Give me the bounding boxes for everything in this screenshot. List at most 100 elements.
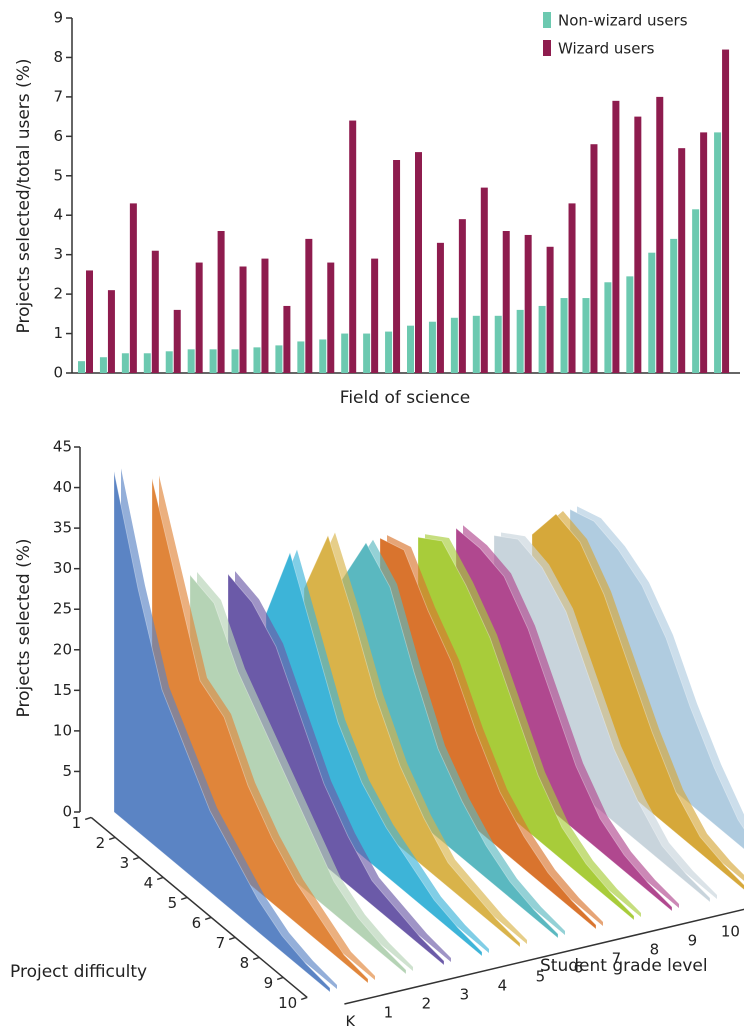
bar bbox=[722, 49, 730, 374]
y-tick-label: 7 bbox=[53, 87, 63, 105]
x-tick bbox=[132, 856, 140, 861]
bar bbox=[670, 238, 678, 373]
bar bbox=[143, 353, 151, 373]
x-tick-label: 4 bbox=[144, 874, 154, 892]
bar bbox=[450, 317, 458, 373]
bar bbox=[253, 347, 261, 373]
bar bbox=[385, 331, 393, 373]
bar bbox=[568, 203, 576, 373]
y-tick-label: 0 bbox=[62, 803, 72, 821]
bar bbox=[393, 160, 401, 373]
z-tick-label: 2 bbox=[422, 995, 432, 1013]
x-tick-label: 10 bbox=[278, 994, 297, 1012]
bar bbox=[86, 270, 93, 373]
bar bbox=[231, 349, 239, 373]
z-tick-label: 7 bbox=[612, 950, 622, 968]
bar bbox=[349, 120, 357, 373]
bar bbox=[480, 187, 488, 373]
y-tick-label: 30 bbox=[53, 559, 72, 577]
y-tick-label: 25 bbox=[53, 600, 72, 618]
bar bbox=[319, 339, 327, 373]
ribbon-chart: Projects selected (%) Project difficulty… bbox=[10, 438, 744, 1026]
y-tick-label: 9 bbox=[53, 9, 63, 27]
y-tick-label: 4 bbox=[53, 206, 63, 224]
bar bbox=[363, 333, 371, 373]
bar bbox=[612, 100, 620, 373]
x-axis-label: Project difficulty bbox=[10, 962, 147, 982]
bar bbox=[415, 152, 422, 373]
bar bbox=[582, 298, 590, 373]
legend-swatch bbox=[543, 40, 551, 56]
bar bbox=[560, 298, 568, 373]
bar-chart: Field of science Projects selected/total… bbox=[14, 9, 740, 408]
bar bbox=[692, 209, 700, 373]
z-tick-label: 9 bbox=[688, 932, 698, 950]
bar bbox=[209, 349, 217, 373]
bar bbox=[305, 238, 313, 373]
x-tick-label: 8 bbox=[240, 954, 250, 972]
bar bbox=[297, 341, 305, 373]
y-tick-label: 40 bbox=[53, 478, 72, 496]
bar bbox=[604, 282, 612, 373]
bar bbox=[275, 345, 283, 373]
bar bbox=[634, 116, 642, 373]
bar bbox=[173, 309, 181, 373]
y-tick-label: 10 bbox=[53, 721, 72, 739]
x-tick-label: 3 bbox=[120, 854, 130, 872]
y-tick-label: 1 bbox=[53, 324, 63, 342]
bar bbox=[283, 305, 291, 373]
x-tick bbox=[228, 936, 236, 941]
z-tick-label: 1 bbox=[384, 1004, 394, 1022]
bar bbox=[129, 203, 137, 373]
bar bbox=[436, 242, 444, 373]
bar bbox=[678, 148, 686, 373]
y-tick-label: 6 bbox=[53, 127, 63, 145]
bar bbox=[626, 276, 634, 373]
bar bbox=[494, 315, 502, 373]
x-tick bbox=[108, 836, 116, 841]
y-axis-label: Projects selected/total users (%) bbox=[14, 59, 34, 334]
bar bbox=[428, 321, 436, 373]
z-tick-label: K bbox=[345, 1013, 356, 1026]
z-axis-label: Student grade level bbox=[540, 956, 708, 976]
y-tick-label: 5 bbox=[62, 762, 72, 780]
bar bbox=[502, 231, 510, 373]
x-axis bbox=[90, 816, 308, 998]
x-tick bbox=[300, 996, 308, 1001]
bar bbox=[99, 357, 107, 373]
z-tick-label: 4 bbox=[498, 977, 508, 995]
bar bbox=[458, 219, 466, 373]
x-tick bbox=[156, 876, 164, 881]
y-tick-label: 8 bbox=[53, 48, 63, 66]
bar bbox=[261, 258, 269, 373]
bar bbox=[195, 262, 203, 373]
bar bbox=[151, 250, 159, 373]
ribbon-side bbox=[311, 532, 527, 944]
y-axis-label: Projects selected (%) bbox=[14, 538, 34, 717]
legend-swatch bbox=[543, 12, 551, 28]
y-tick-label: 5 bbox=[53, 166, 63, 184]
y-tick-label: 2 bbox=[53, 285, 63, 303]
z-tick-label: 8 bbox=[650, 941, 660, 959]
legend-label: Non-wizard users bbox=[558, 12, 688, 30]
bar bbox=[217, 231, 225, 373]
z-tick-label: 6 bbox=[574, 959, 584, 977]
ribbon bbox=[113, 471, 331, 993]
x-tick-label: 9 bbox=[264, 974, 274, 992]
y-tick-label: 3 bbox=[53, 245, 63, 263]
y-tick-label: 35 bbox=[53, 519, 72, 537]
x-tick-label: 6 bbox=[192, 914, 202, 932]
bar bbox=[239, 266, 247, 373]
y-tick-label: 20 bbox=[53, 640, 72, 658]
x-tick bbox=[276, 976, 284, 981]
bar bbox=[648, 252, 656, 373]
x-axis-label: Field of science bbox=[340, 388, 470, 408]
x-tick-label: 1 bbox=[72, 814, 82, 832]
ribbon-side bbox=[387, 535, 603, 926]
bar bbox=[187, 349, 195, 373]
bar bbox=[371, 258, 379, 373]
z-tick-label: 5 bbox=[536, 968, 546, 986]
bar bbox=[516, 309, 524, 373]
bar bbox=[524, 234, 532, 373]
z-axis bbox=[344, 908, 744, 1005]
